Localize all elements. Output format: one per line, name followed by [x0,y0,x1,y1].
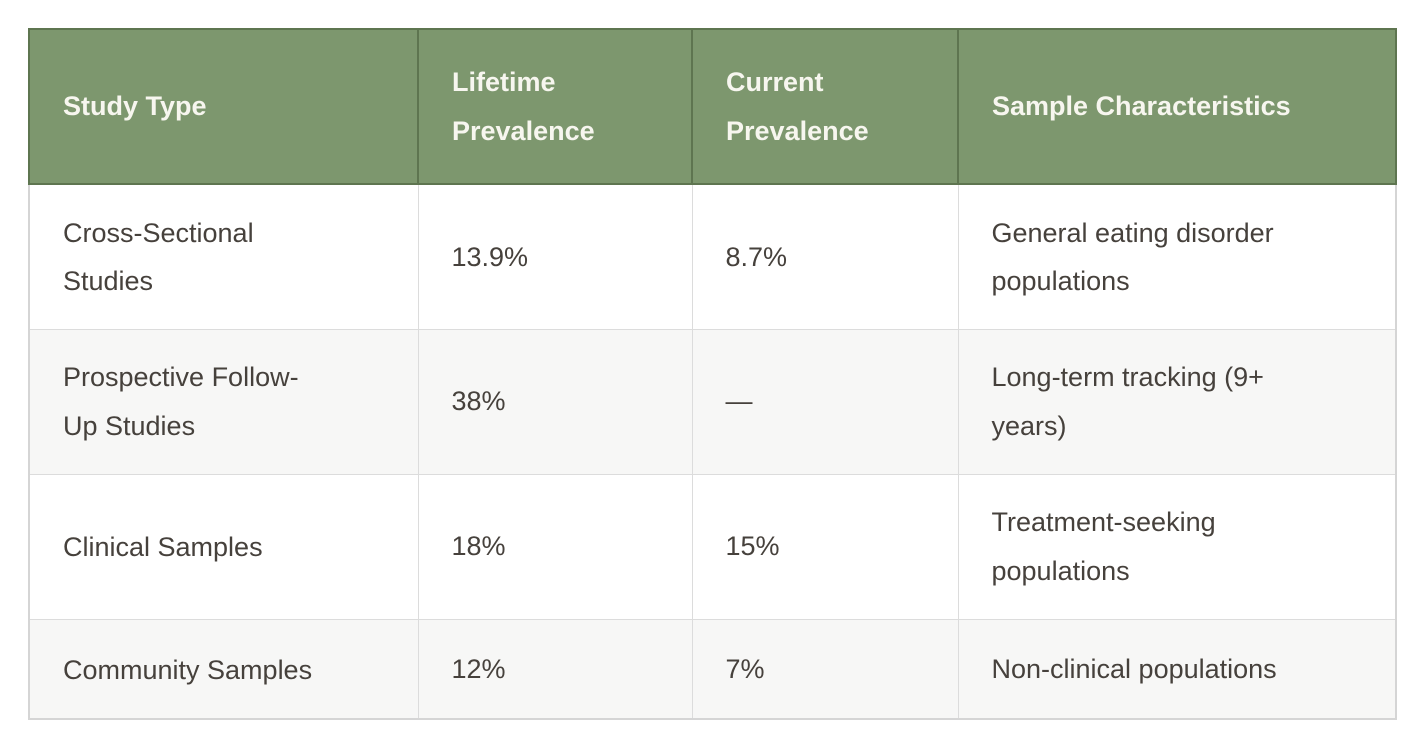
cell-study-type: Prospective Follow-Up Studies [28,329,419,475]
cell-text: General eating disorder populations [991,217,1274,296]
cell-text: — [725,386,753,417]
cell-lifetime-prevalence: 18% [418,474,693,620]
header-cell-sample-characteristics: Sample Characteristics [958,28,1397,185]
cell-sample-characteristics: General eating disorder populations [958,184,1397,330]
header-label: Lifetime Prevalence [452,67,595,146]
cell-text: 18% [451,531,506,562]
table-header: Study Type Lifetime Prevalence Current P… [28,28,1397,185]
cell-sample-characteristics: Treatment-seeking populations [958,474,1397,620]
cell-sample-characteristics: Long-term tracking (9+ years) [958,329,1397,475]
cell-study-type: Community Samples [28,619,419,720]
header-cell-lifetime-prevalence: Lifetime Prevalence [418,28,693,185]
cell-current-prevalence: — [692,329,959,475]
header-row: Study Type Lifetime Prevalence Current P… [28,28,1397,185]
cell-current-prevalence: 8.7% [692,184,959,330]
table-row: Community Samples 12% 7% Non-clinical po… [28,619,1397,720]
cell-study-type: Cross-Sectional Studies [28,184,419,330]
table-row: Clinical Samples 18% 15% Treatment-seeki… [28,474,1397,620]
cell-current-prevalence: 15% [692,474,959,620]
cell-text: Treatment-seeking populations [991,507,1216,586]
table-row: Prospective Follow-Up Studies 38% — Long… [28,329,1397,475]
cell-text: 38% [451,386,506,417]
prevalence-table: Study Type Lifetime Prevalence Current P… [28,28,1397,720]
cell-current-prevalence: 7% [692,619,959,720]
cell-text: Clinical Samples [63,532,263,563]
header-cell-study-type: Study Type [28,28,419,185]
header-label: Current Prevalence [726,67,869,146]
header-cell-current-prevalence: Current Prevalence [692,28,959,185]
cell-text: Community Samples [63,654,313,685]
cell-text: 7% [725,653,765,684]
header-label: Sample Characteristics [992,91,1291,122]
table-body: Cross-Sectional Studies 13.9% 8.7% Gener… [28,184,1397,720]
cell-text: Non-clinical populations [991,653,1277,684]
cell-text: Long-term tracking (9+ years) [991,362,1264,441]
cell-lifetime-prevalence: 38% [418,329,693,475]
cell-lifetime-prevalence: 13.9% [418,184,693,330]
cell-text: 13.9% [451,241,529,272]
header-label: Study Type [63,91,207,122]
cell-text: 12% [451,653,506,684]
cell-text: Cross-Sectional Studies [63,217,254,296]
cell-study-type: Clinical Samples [28,474,419,620]
cell-text: Prospective Follow-Up Studies [63,362,299,441]
cell-text: 15% [725,531,780,562]
cell-sample-characteristics: Non-clinical populations [958,619,1397,720]
table-row: Cross-Sectional Studies 13.9% 8.7% Gener… [28,184,1397,330]
cell-text: 8.7% [725,241,788,272]
cell-lifetime-prevalence: 12% [418,619,693,720]
